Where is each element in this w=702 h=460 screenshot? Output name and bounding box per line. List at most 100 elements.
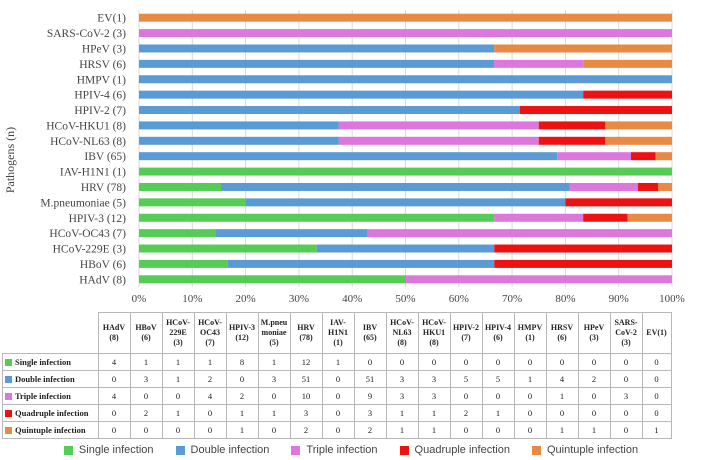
y-tick-labels: HAdV (8) HBoV (6) HCoV-229E (3) HCoV-OC43 (… (40, 13, 126, 287)
table-cell: 0 (545, 404, 579, 422)
bar-segment-5-10 (605, 121, 672, 130)
x-tick-label: 50% (395, 293, 415, 305)
y-tick-label: M.pneumoniae (5) (40, 197, 126, 209)
table-cell: 1 (225, 421, 259, 439)
bar-segment-4-2 (494, 244, 672, 253)
table-cell: 1 (513, 370, 547, 388)
bar-segment-3-4 (494, 213, 584, 222)
table-cell: 0 (321, 387, 355, 405)
table-column-header: HRV (78) (289, 312, 323, 354)
table-cell: 0 (641, 353, 672, 371)
table-cell: 0 (449, 421, 483, 439)
legend-item: Double infection (175, 440, 270, 460)
table-cell: 3 (129, 370, 163, 388)
legend-item: Quadruple infection (399, 440, 510, 460)
bar-segment-4-12 (583, 90, 672, 99)
bar-segment-2-3 (215, 229, 368, 238)
y-tick-label: IAV-H1N1 (1) (60, 167, 126, 179)
table-cell: 4 (545, 370, 579, 388)
table-cell: 0 (577, 353, 611, 371)
bar-segment-3-6 (569, 182, 638, 191)
bar-segment-4-1 (494, 259, 672, 268)
table-cell: 1 (161, 353, 195, 371)
table-cell: 1 (385, 421, 419, 439)
x-tick-label: 0% (132, 293, 147, 305)
y-tick-label: EV(1) (97, 13, 126, 25)
bar-segment-5-8 (655, 152, 672, 161)
bar-segment-5-15 (494, 44, 672, 53)
table-cell: 0 (353, 353, 387, 371)
bar-segment-1-3 (139, 229, 216, 238)
table-cell: 4 (97, 387, 131, 405)
legend-swatch (63, 445, 73, 455)
x-tick-label: 30% (289, 293, 309, 305)
table-cell: 0 (513, 387, 547, 405)
table-cell: 0 (161, 421, 195, 439)
table-column-header: HBoV (6) (129, 312, 163, 354)
table-cell: 0 (641, 370, 672, 388)
legend-item: Triple infection (291, 440, 378, 460)
table-cell: 1 (577, 421, 611, 439)
table-row: Triple infection 4 0 0 4 2 0 10 0 9 3 3 0 0 0 1 0 3 0 (2, 387, 672, 405)
table-cell: 0 (641, 387, 672, 405)
chart-legend: Single infection Double infection Triple i… (0, 440, 702, 460)
table-cell: 0 (97, 421, 131, 439)
table-column-header: HPIV-2 (7) (449, 312, 483, 354)
table-cell: 2 (225, 387, 259, 405)
bar-segment-2-8 (139, 152, 558, 161)
bar-segment-3-9 (338, 136, 539, 145)
table-cell: 10 (289, 387, 323, 405)
x-tick-label: 80% (555, 293, 575, 305)
legend-swatch (175, 445, 185, 455)
bar-segment-4-5 (565, 198, 672, 207)
table-cell: 0 (257, 421, 291, 439)
table-cell: 0 (321, 404, 355, 422)
table-column-header: M.pneu moniae (5) (257, 312, 291, 354)
table-cell: 3 (353, 404, 387, 422)
bar-segment-4-9 (538, 136, 606, 145)
bar-segment-5-6 (658, 182, 672, 191)
bar-segment-5-9 (605, 136, 672, 145)
table-cell: 1 (417, 404, 451, 422)
bar-segment-3-14 (494, 59, 584, 68)
table-cell: 1 (545, 387, 579, 405)
series-swatch (5, 359, 12, 366)
legend-label: Double infection (190, 444, 270, 456)
table-cell: 4 (97, 353, 131, 371)
table-cell: 1 (193, 353, 227, 371)
table-cell: 1 (161, 404, 195, 422)
x-tick-label: 90% (609, 293, 629, 305)
bar-segment-5-17 (139, 13, 672, 22)
bar-segment-2-13 (139, 75, 672, 84)
y-tick-label: HRSV (6) (79, 59, 126, 71)
table-column-header: HPIV-3 (12) (225, 312, 259, 354)
bar-segment-5-4 (627, 213, 672, 222)
series-swatch (5, 410, 12, 417)
table-row-label: Quadruple infection (2, 404, 99, 422)
x-tick-labels: 0% 10% 20% 30% 40% 50% 60% 70% 80% 90% 100% (132, 293, 685, 305)
y-tick-label: HCoV-OC43 (7) (49, 228, 126, 240)
y-tick-label: HMPV (1) (77, 74, 126, 86)
table-cell: 1 (481, 404, 515, 422)
bar-segment-1-0 (139, 275, 406, 284)
bar-segment-4-10 (538, 121, 606, 130)
table-cell: 3 (417, 370, 451, 388)
bar-segment-2-2 (316, 244, 495, 253)
table-cell: 12 (289, 353, 323, 371)
table-row: Double infection 0 3 1 2 0 3 51 0 51 3 3 5 5 1 4 2 0 0 (2, 370, 672, 388)
y-tick-label: IBV (65) (84, 151, 126, 163)
bars (139, 13, 672, 284)
table-cell: 0 (609, 404, 643, 422)
x-tick-label: 60% (449, 293, 469, 305)
infection-count-table: HAdV (8) HBoV (6) HCoV- 229E (3) HCoV- OC43 (7) HP… (2, 312, 672, 439)
table-cell: 0 (193, 421, 227, 439)
table-cell: 0 (321, 421, 355, 439)
bar-segment-1-5 (139, 198, 246, 207)
table-column-header: HMPV (1) (513, 312, 547, 354)
table-cell: 1 (257, 353, 291, 371)
table-cell: 2 (129, 404, 163, 422)
y-tick-label: HAdV (8) (79, 274, 126, 286)
y-tick-label: HBoV (6) (80, 259, 126, 271)
table-header-row: HAdV (8) HBoV (6) HCoV- 229E (3) HCoV- OC43 (7) HP… (3, 312, 672, 354)
y-tick-label: HCoV-229E (3) (53, 244, 127, 256)
